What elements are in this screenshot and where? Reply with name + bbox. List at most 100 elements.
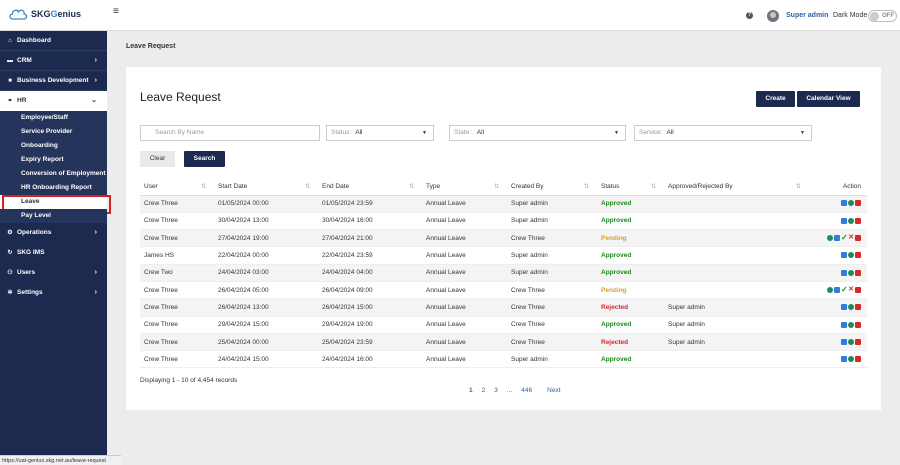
edit-icon[interactable] [834, 235, 840, 242]
cell-by: Super admin [664, 333, 809, 352]
approve-check-icon[interactable]: ✓ [841, 284, 848, 294]
reject-x-icon[interactable]: ✕ [848, 285, 854, 293]
cell-actions [809, 246, 867, 265]
sidebar-sub-onboarding[interactable]: Onboarding [0, 139, 107, 153]
sidebar-sub-service-provider[interactable]: Service Provider [0, 125, 107, 139]
sidebar-sub-employee-staff[interactable]: Employee/Staff [0, 111, 107, 125]
reject-x-icon[interactable]: ✕ [848, 234, 854, 242]
service-select[interactable]: Service: All ▼ [634, 125, 812, 141]
sidebar-item-operations[interactable]: ⚙ Operations › [0, 223, 107, 243]
delete-icon[interactable] [855, 321, 861, 328]
cell-user: Crew Three [140, 195, 214, 213]
edit-icon[interactable] [841, 304, 847, 311]
edit-icon[interactable] [841, 356, 847, 363]
view-icon[interactable] [848, 200, 854, 207]
page-link-last[interactable]: 446 [521, 387, 533, 394]
state-select[interactable]: State : All ▼ [449, 125, 626, 141]
avatar[interactable] [767, 10, 779, 22]
cell-type: Annual Leave [422, 229, 507, 248]
help-icon[interactable]: ? [746, 12, 753, 19]
sidebar-item-business-development[interactable]: ■ Business Development › [0, 71, 107, 91]
sidebar-sub-expiry-report[interactable]: Expiry Report [0, 153, 107, 167]
edit-icon[interactable] [841, 338, 847, 345]
col-approved-by[interactable]: Approved/Rejected By ⇅ [664, 179, 809, 196]
cell-start: 24/04/2024 15:00 [214, 350, 318, 369]
table-row: Crew Two 24/04/2024 03:00 24/04/2024 04:00… [140, 264, 867, 282]
view-icon[interactable] [848, 338, 854, 345]
page-next-link[interactable]: Next [547, 387, 561, 394]
page-link-3[interactable]: 3 [494, 387, 498, 394]
col-type[interactable]: Type ⇅ [422, 179, 507, 196]
sidebar-item-users[interactable]: ⚇ Users › [0, 263, 107, 283]
cell-by [664, 246, 809, 265]
sidebar-item-crm[interactable]: ▬ CRM › [0, 51, 107, 71]
delete-icon[interactable] [855, 235, 861, 242]
calendar-view-button[interactable]: Calendar View [797, 91, 860, 107]
col-start-date[interactable]: Start Date ⇅ [214, 179, 318, 196]
content-card: Leave Request Create Calendar View Searc… [126, 67, 881, 410]
cell-user: Crew Three [140, 212, 214, 231]
view-icon[interactable] [827, 286, 833, 293]
sidebar-sub-leave[interactable]: Leave [0, 195, 111, 214]
cell-created: Crew Three [507, 281, 597, 300]
cell-type: Annual Leave [422, 333, 507, 352]
edit-icon[interactable] [841, 217, 847, 224]
sidebar-sub-pay-level[interactable]: Pay Level [0, 209, 107, 223]
view-icon[interactable] [848, 321, 854, 328]
delete-icon[interactable] [855, 269, 861, 276]
view-icon[interactable] [848, 304, 854, 311]
table-row: Crew Three 30/04/2024 13:00 30/04/2024 16:… [140, 212, 867, 231]
sidebar-item-hr[interactable]: ⚭ HR ⌄ [0, 91, 107, 111]
edit-icon[interactable] [841, 200, 847, 207]
logo[interactable]: SKGGenius [8, 7, 81, 20]
cell-status: Approved [597, 350, 664, 369]
view-icon[interactable] [848, 217, 854, 224]
view-icon[interactable] [848, 356, 854, 363]
delete-icon[interactable] [855, 286, 861, 293]
delete-icon[interactable] [855, 338, 861, 345]
state-select-value: All [476, 129, 485, 136]
view-icon[interactable] [848, 269, 854, 276]
clear-button[interactable]: Clear [140, 151, 175, 167]
create-button[interactable]: Create [756, 91, 795, 107]
sidebar-sub-hr-onboarding-report[interactable]: HR Onboarding Report [0, 181, 107, 195]
toggle-text: OFF [882, 13, 894, 19]
page-link-1[interactable]: 1 [469, 387, 473, 394]
user-name[interactable]: Super admin [786, 12, 829, 19]
approve-check-icon[interactable]: ✓ [841, 233, 848, 243]
sidebar-sub-conversion[interactable]: Conversion of Employment [0, 167, 107, 181]
edit-icon[interactable] [834, 286, 840, 293]
edit-icon[interactable] [841, 269, 847, 276]
view-icon[interactable] [848, 252, 854, 259]
col-created-by[interactable]: Created By ⇅ [507, 179, 597, 196]
delete-icon[interactable] [855, 200, 861, 207]
page-link-2[interactable]: 2 [481, 387, 486, 394]
col-user[interactable]: User ⇅ [140, 179, 214, 196]
cell-start: 26/04/2024 05:00 [214, 281, 318, 300]
delete-icon[interactable] [855, 304, 861, 311]
col-action: Action [809, 179, 867, 196]
dark-mode-toggle[interactable]: OFF [868, 10, 897, 22]
caret-down-icon: ▼ [800, 130, 805, 136]
status-select[interactable]: Status: All ▼ [326, 125, 434, 141]
service-select-label: Service: [639, 129, 663, 136]
cell-type: Annual Leave [422, 264, 507, 282]
search-button[interactable]: Search [184, 151, 225, 167]
delete-icon[interactable] [855, 217, 861, 224]
logo-text: SKGGenius [31, 8, 82, 19]
cell-user: Crew Three [140, 229, 214, 248]
delete-icon[interactable] [855, 252, 861, 259]
col-status[interactable]: Status ⇅ [597, 179, 664, 196]
edit-icon[interactable] [841, 252, 847, 259]
edit-icon[interactable] [841, 321, 847, 328]
sidebar-item-skg-ims[interactable]: ↻ SKG IMS [0, 243, 107, 263]
search-input[interactable]: Search By Name [140, 125, 320, 141]
menu-toggle-icon[interactable]: ≡ [113, 6, 119, 17]
cell-user: Crew Three [140, 298, 214, 317]
view-icon[interactable] [827, 235, 833, 242]
cell-end: 25/04/2024 23:59 [318, 333, 422, 352]
sidebar-item-dashboard[interactable]: ⌂ Dashboard [0, 31, 107, 51]
delete-icon[interactable] [855, 356, 861, 363]
sidebar-item-settings[interactable]: ✲ Settings › [0, 283, 107, 303]
col-end-date[interactable]: End Date ⇅ [318, 179, 422, 196]
